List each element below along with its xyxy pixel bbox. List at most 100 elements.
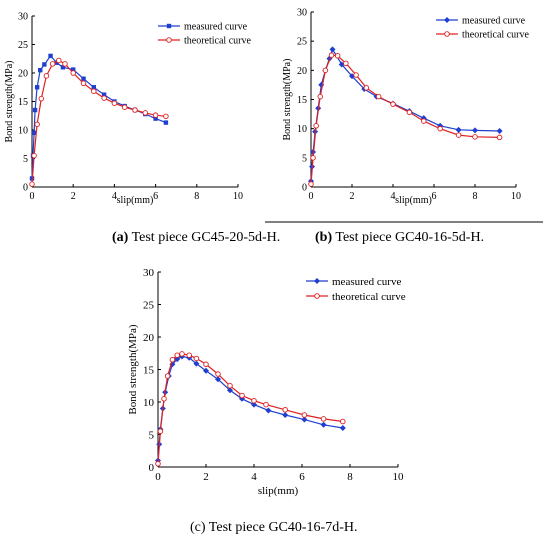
series-line <box>310 54 500 185</box>
series-line <box>31 59 166 185</box>
x-tick-label: 4 <box>391 191 396 202</box>
x-tick-label: 0 <box>309 191 314 202</box>
data-point <box>91 85 96 90</box>
caption-a: (a) Test piece GC45-20-5d-H. <box>112 230 280 246</box>
data-point <box>43 73 50 79</box>
x-tick-label: 10 <box>511 191 521 202</box>
data-point <box>49 61 56 67</box>
x-tick-label: 2 <box>203 471 209 483</box>
data-point <box>164 373 171 379</box>
caption-b-prefix: (b) <box>315 230 333 245</box>
data-point <box>193 360 200 367</box>
legend-label: measured curve <box>462 16 526 27</box>
series-measured-curve <box>155 353 346 464</box>
series-line <box>157 353 343 464</box>
caption-a-text: Test piece GC45-20-5d-H. <box>128 230 281 245</box>
data-point <box>455 132 462 138</box>
data-point <box>343 60 349 67</box>
data-point <box>60 65 66 70</box>
data-point <box>339 425 346 431</box>
legend-marker <box>444 31 450 37</box>
legend-label: measured curve <box>332 276 401 288</box>
data-point <box>38 67 43 73</box>
caption-c: (c) Test piece GC40-16-7d-H. <box>190 520 358 536</box>
x-tick-label: 6 <box>153 191 158 202</box>
data-point <box>334 53 341 59</box>
y-tick-label: 5 <box>23 154 28 165</box>
data-point <box>282 412 289 418</box>
y-tick-label: 25 <box>297 37 307 48</box>
data-point <box>31 130 37 136</box>
data-point <box>317 93 323 100</box>
legend-label: theoretical curve <box>184 36 251 47</box>
chart-1: 0 2 4 6 8 10 0 5 10 15 20 25 30 slip(mm) Bond strength… <box>282 8 529 207</box>
y-tick-label: 10 <box>143 397 155 409</box>
data-point <box>32 107 38 113</box>
data-point <box>265 407 272 414</box>
data-point <box>71 67 76 72</box>
x-tick-label: 4 <box>251 471 257 483</box>
data-point <box>101 95 107 101</box>
data-point <box>54 60 59 65</box>
data-point <box>251 397 257 404</box>
y-tick-label: 20 <box>18 69 28 80</box>
y-tick-label: 30 <box>143 267 155 279</box>
x-tick-label: 8 <box>194 191 199 202</box>
legend-marker <box>444 17 450 23</box>
data-point <box>161 396 167 402</box>
data-point <box>329 46 336 53</box>
data-point <box>322 67 329 74</box>
y-tick-label: 0 <box>23 183 28 194</box>
data-point <box>163 120 169 125</box>
data-point <box>406 109 413 116</box>
data-point <box>328 52 335 58</box>
data-point <box>179 351 185 357</box>
y-tick-label: 25 <box>143 299 155 311</box>
series-theoretical-curve <box>29 57 169 187</box>
data-point <box>472 134 478 140</box>
data-point <box>56 57 62 64</box>
series-theoretical-curve <box>155 351 346 467</box>
data-point <box>263 401 269 408</box>
data-point <box>390 101 396 107</box>
x-tick-label: 10 <box>233 191 243 202</box>
series-line <box>310 47 500 182</box>
legend-label: theoretical curve <box>332 291 406 303</box>
legend-label: theoretical curve <box>462 30 529 41</box>
data-point <box>421 118 427 124</box>
y-tick-label: 5 <box>149 429 155 441</box>
data-point <box>111 100 118 106</box>
x-axis-title: slip(mm) <box>395 195 432 206</box>
legend-label: measured curve <box>184 22 248 33</box>
data-point <box>101 92 107 97</box>
data-point <box>29 181 35 187</box>
series-measured-curve <box>29 53 169 181</box>
x-tick-label: 0 <box>30 191 35 202</box>
x-tick-label: 2 <box>350 191 355 202</box>
data-point <box>34 85 40 90</box>
data-point <box>203 361 209 368</box>
x-tick-label: 2 <box>71 191 76 202</box>
data-point <box>91 88 97 94</box>
data-point <box>193 355 200 362</box>
y-axis-title: Bond strength(MPa) <box>127 324 139 414</box>
data-point <box>227 383 233 389</box>
data-point <box>62 61 68 67</box>
data-point <box>340 418 346 425</box>
x-tick-label: 4 <box>112 191 117 202</box>
data-point <box>48 53 53 59</box>
legend-marker <box>314 278 320 284</box>
legend-entry: measured curve <box>306 276 401 288</box>
data-point <box>363 85 370 91</box>
data-point <box>313 122 319 129</box>
data-point <box>215 376 221 383</box>
y-tick-label: 10 <box>297 124 307 135</box>
y-tick-label: 20 <box>297 66 307 77</box>
data-point <box>70 70 76 76</box>
y-tick-label: 25 <box>18 40 28 51</box>
y-tick-label: 30 <box>18 12 28 23</box>
data-point <box>437 125 443 132</box>
legend-entry: measured curve <box>436 16 526 27</box>
data-point <box>203 367 209 374</box>
